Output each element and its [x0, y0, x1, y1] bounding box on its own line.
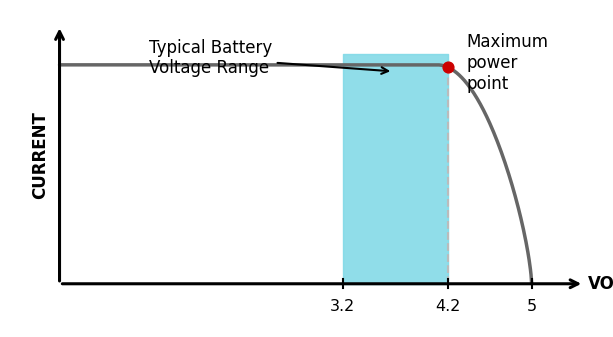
Text: 3.2: 3.2 [330, 299, 356, 314]
Text: Maximum
power
point: Maximum power point [466, 33, 549, 93]
Text: CURRENT: CURRENT [31, 111, 49, 198]
Point [443, 64, 452, 70]
Text: VOLTAGE: VOLTAGE [588, 275, 613, 293]
Text: 4.2: 4.2 [435, 299, 460, 314]
Text: 5: 5 [527, 299, 537, 314]
Text: Typical Battery
Voltage Range: Typical Battery Voltage Range [149, 38, 388, 78]
